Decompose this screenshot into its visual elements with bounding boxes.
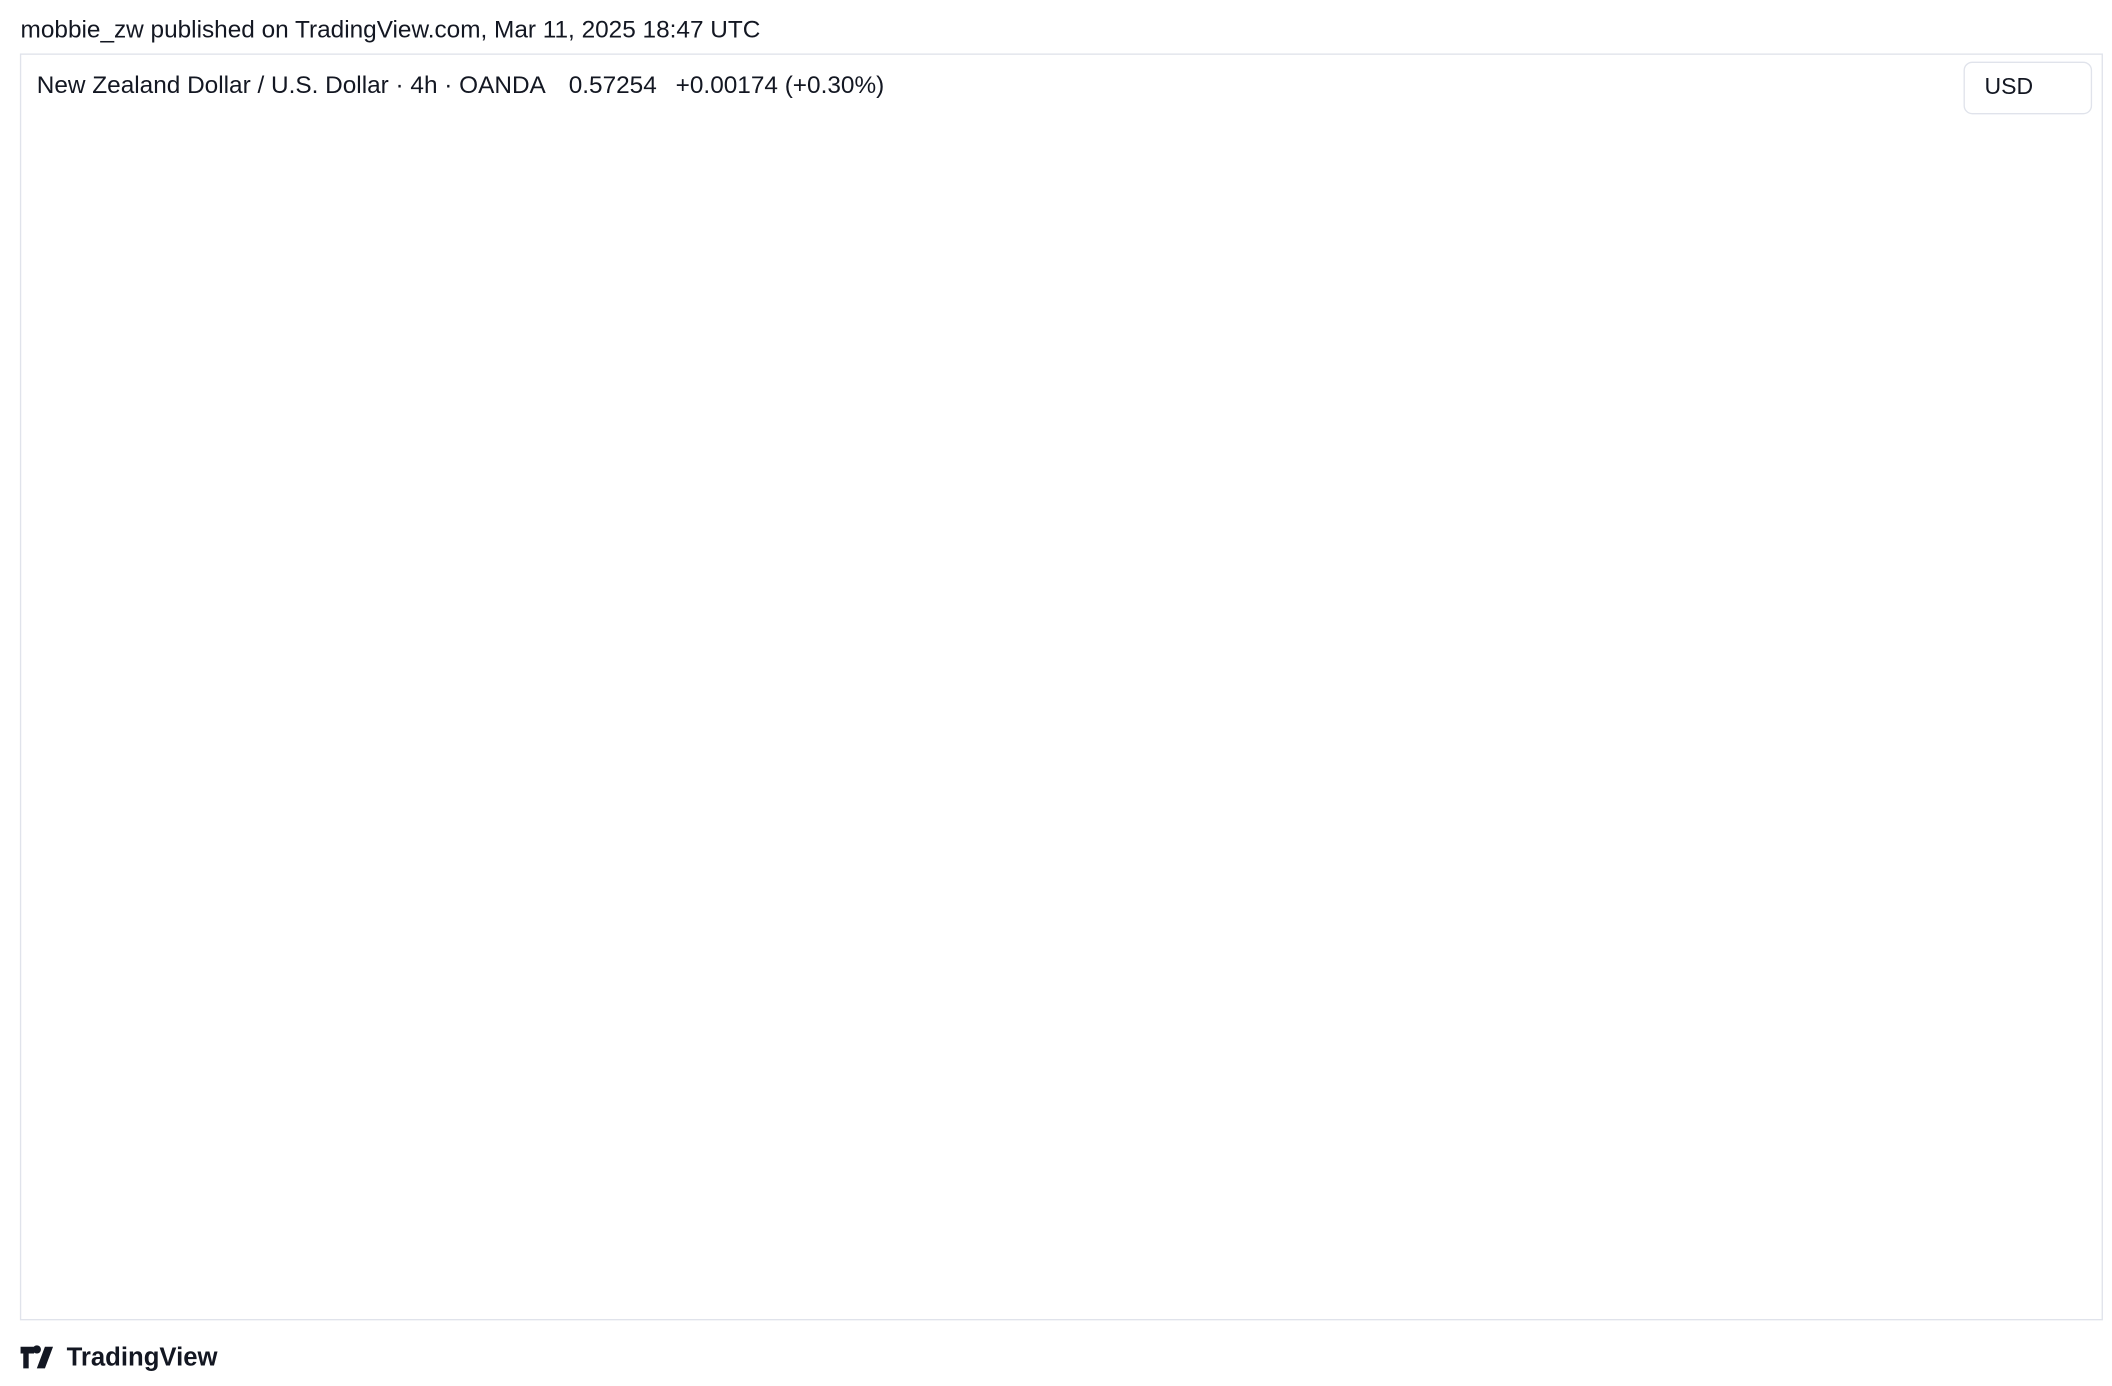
price-change: +0.00174 (+0.30%) [676,72,885,99]
header: mobbie_zw published on TradingView.com, … [21,17,761,44]
chart-title: New Zealand Dollar / U.S. Dollar · 4h · … [37,72,547,99]
currency-button[interactable] [1963,61,2093,115]
chart-frame [19,53,2103,1321]
currency[interactable]: USD [1985,73,2034,99]
footer: TradingView [67,1344,219,1372]
last-price: 0.57254 [569,72,657,99]
logo [20,1345,54,1369]
